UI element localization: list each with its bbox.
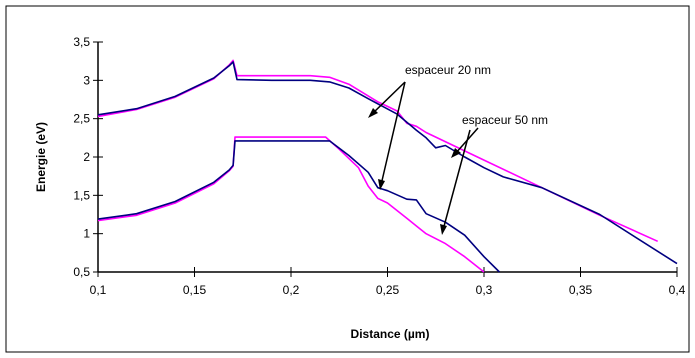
- annotation-arrowhead-50-b: [440, 224, 447, 235]
- annotation-arrow-20-b: [380, 81, 406, 186]
- x-tick-label: 0,35: [569, 283, 593, 297]
- annotation-espaceur-20: espaceur 20 nm: [405, 63, 491, 77]
- y-axis-ticks: 0,5 1 1,5 2 2,5 3 3,5: [73, 35, 103, 279]
- annotation-arrowhead-20-b: [378, 179, 385, 190]
- y-tick-label: 2,5: [73, 112, 90, 126]
- y-tick-label: 1: [83, 227, 90, 241]
- y-tick-label: 3,5: [73, 35, 90, 49]
- x-tick-label: 0,3: [476, 283, 493, 297]
- annotation-arrowhead-50-a: [451, 148, 461, 158]
- series-line-3: [97, 136, 485, 273]
- annotations: espaceur 20 nm espaceur 50 nm: [368, 63, 548, 235]
- chart-frame: [5, 5, 690, 353]
- series-line-2: [97, 61, 678, 265]
- annotation-arrow-50-b: [442, 129, 471, 231]
- annotation-arrow-20-a: [371, 81, 406, 115]
- x-tick-label: 0,2: [283, 283, 300, 297]
- y-tick-label: 3: [83, 73, 90, 87]
- series-layer: [97, 59, 678, 273]
- series-line-4: [97, 140, 500, 273]
- x-tick-label: 0,25: [376, 283, 400, 297]
- annotation-arrowhead-20-a: [368, 108, 378, 118]
- y-tick-label: 0,5: [73, 265, 90, 279]
- annotation-espaceur-50: espaceur 50 nm: [462, 113, 548, 127]
- x-tick-label: 0,15: [183, 283, 207, 297]
- x-axis-ticks: 0,1 0,15 0,2 0,25 0,3 0,35 0,4: [90, 267, 686, 297]
- x-tick-label: 0,4: [669, 283, 686, 297]
- x-tick-label: 0,1: [90, 283, 107, 297]
- y-tick-label: 2: [83, 150, 90, 164]
- x-axis-label: Distance (µm): [351, 327, 430, 341]
- y-tick-label: 1,5: [73, 188, 90, 202]
- y-axis-label: Energie (eV): [34, 122, 48, 192]
